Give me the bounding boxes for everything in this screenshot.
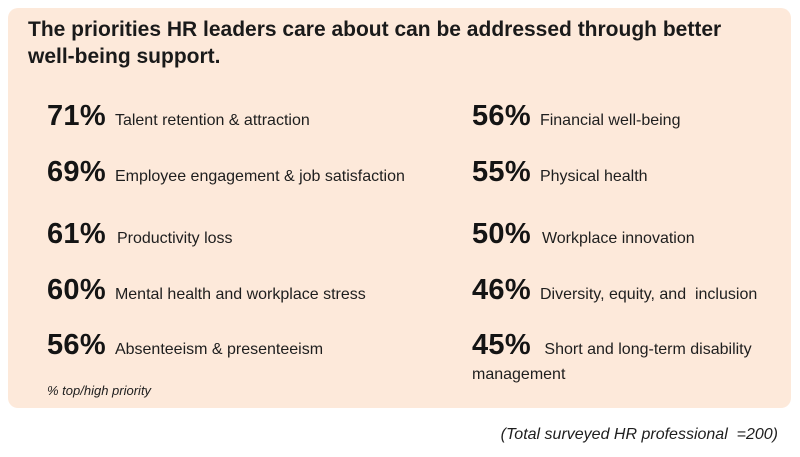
stat-label: Short and long-term disability managemen… (472, 341, 752, 383)
stat-physical-health: 55% Physical health (472, 156, 648, 189)
chart-title: The priorities HR leaders care about can… (28, 18, 722, 68)
stat-percent: 56% (472, 100, 531, 132)
stat-percent: 60% (47, 274, 106, 306)
stat-percent: 46% (472, 274, 531, 306)
priorities-card (8, 8, 791, 408)
stat-workplace-innovation: 50% Workplace innovation (472, 218, 695, 251)
stat-percent: 61% (47, 218, 106, 250)
stat-financial-wellbeing: 56% Financial well-being (472, 100, 680, 133)
stat-absenteeism: 56% Absenteeism & presenteeism (47, 329, 323, 362)
stat-label: Employee engagement & job satisfaction (114, 168, 405, 185)
sample-size-note: (Total surveyed HR professional =200) (500, 426, 778, 443)
stat-label: Workplace innovation (541, 230, 695, 247)
stat-productivity-loss: 61% Productivity loss (47, 218, 233, 251)
stat-percent: 56% (47, 329, 106, 361)
stat-percent: 45% (472, 329, 531, 361)
stat-label: Financial well-being (539, 112, 681, 129)
stat-percent: 50% (472, 218, 531, 250)
stat-percent: 71% (47, 100, 106, 132)
stat-talent-retention: 71% Talent retention & attraction (47, 100, 310, 133)
stat-label: Diversity, equity, and inclusion (539, 286, 758, 303)
priority-note: % top/high priority (47, 383, 152, 398)
stat-label: Absenteeism & presenteeism (114, 341, 324, 358)
stat-label: Mental health and workplace stress (114, 286, 366, 303)
stat-percent: 55% (472, 156, 531, 188)
stat-label: Physical health (539, 168, 648, 185)
stat-disability-management: 45% Short and long-term disability manag… (472, 329, 762, 387)
stat-label: Talent retention & attraction (114, 112, 310, 129)
stat-mental-health: 60% Mental health and workplace stress (47, 274, 366, 307)
stat-employee-engagement: 69% Employee engagement & job satisfacti… (47, 156, 405, 189)
stat-label: Productivity loss (116, 230, 233, 247)
stat-diversity-equity-inclusion: 46% Diversity, equity, and inclusion (472, 274, 757, 307)
stat-percent: 69% (47, 156, 106, 188)
